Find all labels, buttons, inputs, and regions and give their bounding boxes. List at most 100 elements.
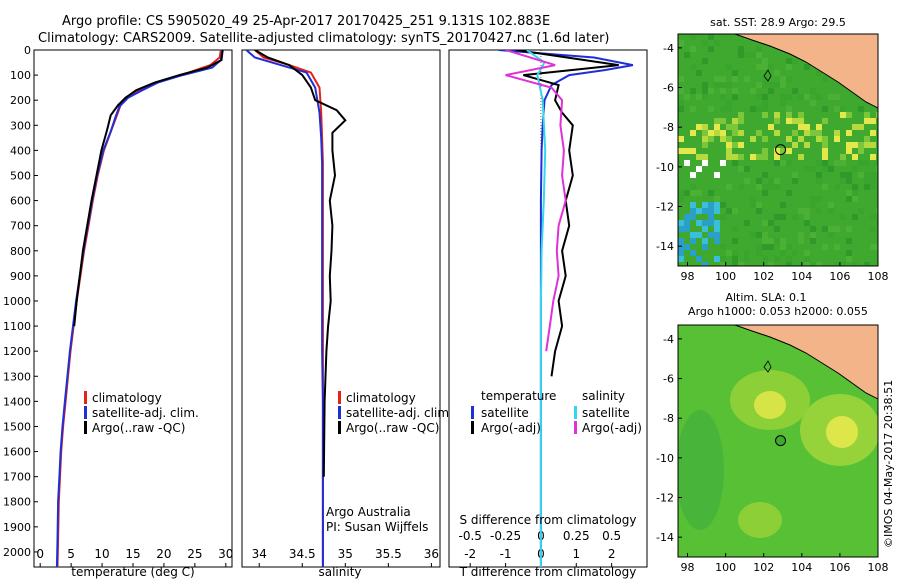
sst-cell xyxy=(684,94,690,100)
salinity-ticks: 34 34.5 35 35.5 36 xyxy=(252,547,439,567)
sst-cell xyxy=(762,154,768,160)
map-x-tick-label: 102 xyxy=(753,561,774,574)
sst-cell xyxy=(804,142,810,148)
sst-cell xyxy=(864,118,870,124)
legend-label-s-argo: Argo(-adj) xyxy=(582,421,642,435)
sst-cell xyxy=(714,124,720,130)
sst-cell xyxy=(870,244,876,250)
sst-cell xyxy=(840,214,846,220)
x-tick-label: 34 xyxy=(252,547,267,561)
y-tick-label: 500 xyxy=(10,169,31,182)
sst-cell xyxy=(696,208,702,214)
sst-cell xyxy=(714,220,720,226)
sst-cell xyxy=(822,106,828,112)
sst-cell xyxy=(708,220,714,226)
series-line-argo-adj- xyxy=(516,50,619,377)
temperature-legend: climatology satellite-adj. clim. Argo(..… xyxy=(84,391,199,435)
sla-map-anomaly xyxy=(826,416,858,448)
x-tick-label: 15 xyxy=(125,547,140,561)
sst-cell xyxy=(834,136,840,142)
sst-cell xyxy=(846,112,852,118)
legend-label-satellite: satellite-adj. clim. xyxy=(92,406,199,420)
sst-cell xyxy=(720,256,726,262)
sst-cell xyxy=(762,148,768,154)
x-tick-label: -2 xyxy=(464,547,476,561)
sst-cell xyxy=(732,130,738,136)
sst-cell xyxy=(750,52,756,58)
sst-cell xyxy=(732,88,738,94)
sst-cell xyxy=(774,214,780,220)
sst-cell xyxy=(870,154,876,160)
sst-cell xyxy=(726,124,732,130)
x2-tick-label: -0.25 xyxy=(490,529,521,543)
argo-location-marker xyxy=(775,435,787,447)
sst-cell xyxy=(774,226,780,232)
sst-cell xyxy=(696,94,702,100)
sst-cell xyxy=(762,220,768,226)
sst-cell xyxy=(822,166,828,172)
sst-cell xyxy=(732,124,738,130)
sst-cell xyxy=(732,226,738,232)
legend-swatch-s-argo xyxy=(574,421,577,434)
sst-cell xyxy=(816,196,822,202)
sst-cell xyxy=(720,118,726,124)
sst-cell xyxy=(822,148,828,154)
x-tick-label: 10 xyxy=(94,547,109,561)
sst-cell xyxy=(816,178,822,184)
sst-cell xyxy=(810,238,816,244)
sla-map-anomaly xyxy=(678,410,724,530)
sst-cell xyxy=(870,184,876,190)
sst-cell xyxy=(798,238,804,244)
sst-cell xyxy=(750,154,756,160)
x-tick-label: 36 xyxy=(424,547,439,561)
sst-cell xyxy=(786,76,792,82)
sst-cell xyxy=(780,160,786,166)
legend-swatch-argo xyxy=(338,421,341,434)
sst-cell xyxy=(690,238,696,244)
argo-location-marker xyxy=(775,144,787,156)
map-y-tick-label: -10 xyxy=(656,161,674,174)
legend-title-salinity: salinity xyxy=(582,389,625,403)
legend-swatch-climatology xyxy=(84,391,87,404)
sst-cell xyxy=(738,166,744,172)
sst-cell xyxy=(792,130,798,136)
sst-cell xyxy=(876,112,878,118)
sst-cell xyxy=(702,142,708,148)
sst-cell xyxy=(738,130,744,136)
sst-cell xyxy=(774,154,780,160)
sst-cell xyxy=(780,100,786,106)
sst-cell xyxy=(762,106,768,112)
sst-cell xyxy=(846,148,852,154)
sst-cell xyxy=(762,82,768,88)
sst-cell xyxy=(846,178,852,184)
sst-cell xyxy=(804,166,810,172)
sst-cell xyxy=(756,130,762,136)
map-x-tick-label: 98 xyxy=(681,270,695,283)
sst-cell xyxy=(816,70,822,76)
x-tick-label: 30 xyxy=(218,547,233,561)
sst-cell xyxy=(792,142,798,148)
sst-cell xyxy=(822,226,828,232)
sst-cell xyxy=(732,238,738,244)
sst-cell xyxy=(804,256,810,262)
sst-cell xyxy=(840,178,846,184)
sst-cell xyxy=(684,244,690,250)
header-line-1: Argo profile: CS 5905020_49 25-Apr-2017 … xyxy=(62,14,550,29)
y-tick-label: 1200 xyxy=(3,345,31,358)
sst-cell xyxy=(678,88,684,94)
difference-panel: -2 -1 0 1 2-0.5 -0.25 0 0.25 0.5 S difference fr… xyxy=(448,49,648,579)
sst-cell xyxy=(852,190,858,196)
sst-cell xyxy=(720,244,726,250)
sst-cell xyxy=(726,154,732,160)
sst-cell xyxy=(816,208,822,214)
sst-cell xyxy=(798,208,804,214)
sst-cell xyxy=(870,214,876,220)
sst-cell xyxy=(738,154,744,160)
salinity-axes-frame xyxy=(241,49,441,568)
legend-swatch-t-satellite xyxy=(471,406,474,419)
sst-cell xyxy=(690,172,696,178)
s-difference-label: S difference from climatology xyxy=(460,513,637,527)
legend-label-t-satellite: satellite xyxy=(481,406,529,420)
sst-cell xyxy=(762,184,768,190)
